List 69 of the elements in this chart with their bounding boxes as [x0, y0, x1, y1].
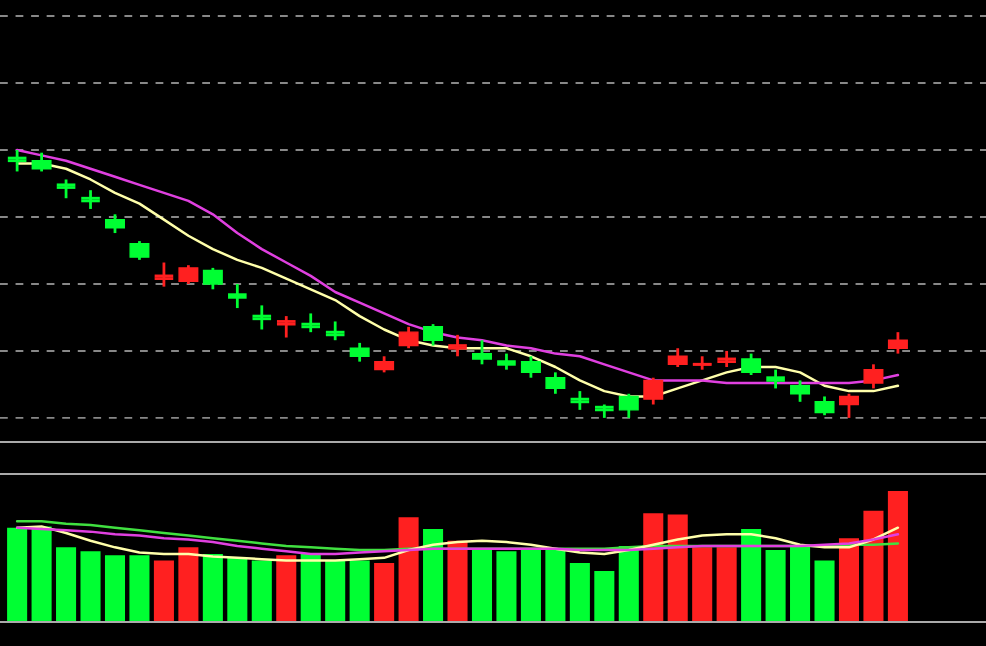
bar [31, 526, 52, 622]
candlestick [153, 261, 175, 289]
candlestick [471, 338, 492, 366]
bar [423, 529, 444, 622]
candlestick [838, 392, 859, 420]
candlestick [324, 320, 346, 342]
bar [667, 514, 688, 622]
candlestick [129, 239, 150, 262]
candlestick [202, 266, 223, 291]
candlestick [863, 362, 884, 390]
bar [838, 538, 860, 622]
candlestick [251, 303, 273, 331]
candlestick [446, 333, 469, 358]
bar [227, 557, 248, 622]
candlestick [643, 376, 664, 406]
candlestick [667, 346, 688, 369]
candlestick [887, 330, 908, 355]
candlestick [398, 325, 419, 350]
bar [56, 547, 77, 622]
candlestick [275, 314, 297, 339]
candlestick [105, 212, 125, 235]
bar [594, 570, 615, 622]
bar [692, 547, 713, 622]
candlestick [79, 188, 102, 211]
candlestick [814, 395, 835, 417]
candlestick [790, 379, 811, 404]
bar [643, 513, 664, 622]
candlestick [545, 370, 566, 396]
bar [447, 540, 468, 622]
bar [80, 551, 101, 622]
bar [716, 547, 737, 622]
bar [471, 548, 493, 622]
candlestick [423, 322, 444, 347]
bar [618, 546, 639, 622]
candlestick [520, 354, 541, 380]
bar [7, 527, 28, 622]
candlestick [6, 148, 28, 173]
bar [569, 563, 590, 622]
bar [251, 560, 272, 622]
bar [790, 544, 811, 622]
bar [741, 529, 762, 622]
candlestick [226, 282, 249, 310]
candlestick [178, 263, 199, 286]
candlestick [300, 312, 322, 334]
candlestick [764, 368, 787, 390]
bar [202, 553, 223, 622]
bar [545, 548, 566, 622]
bar [863, 510, 884, 622]
candlestick [349, 341, 370, 364]
bar [325, 560, 346, 622]
bar [129, 555, 150, 622]
bar [887, 491, 908, 622]
candlestick [31, 151, 52, 173]
bar [765, 549, 786, 622]
bar [814, 560, 835, 622]
bar [398, 517, 419, 622]
bar [349, 560, 370, 622]
bar [153, 560, 174, 622]
candlestick [569, 389, 591, 412]
bar [104, 555, 126, 622]
candlestick [741, 352, 762, 377]
bar [496, 551, 517, 622]
bar [520, 549, 541, 622]
candlestick [55, 178, 77, 200]
candlestick [618, 392, 639, 420]
bar [300, 553, 321, 622]
bar [178, 547, 199, 622]
bar [276, 555, 297, 622]
bar [374, 563, 395, 622]
